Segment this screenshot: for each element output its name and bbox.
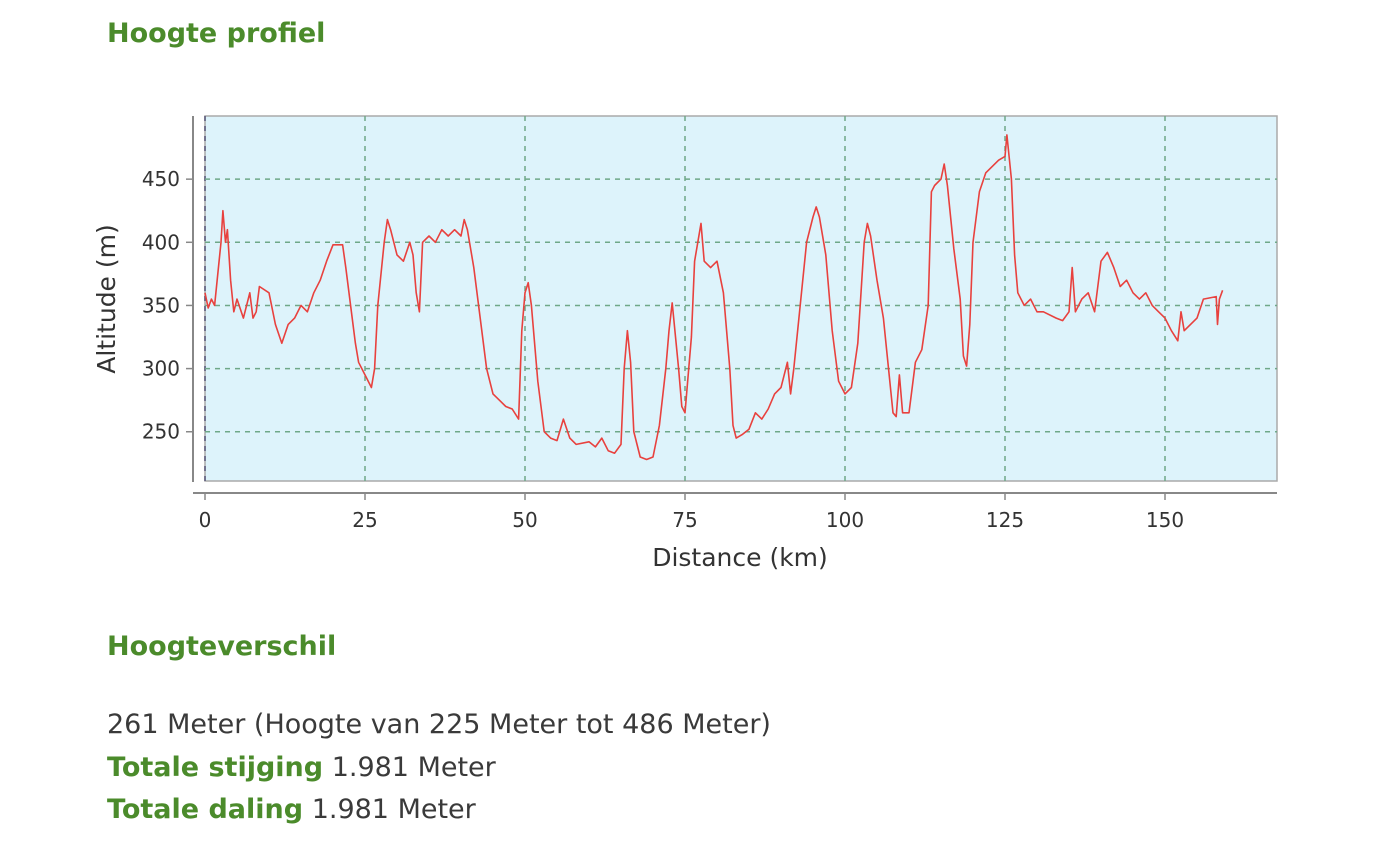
plot-area	[204, 115, 1278, 482]
ascent-label: Totale stijging	[107, 752, 324, 783]
section-title: Hoogte profiel	[107, 18, 326, 49]
x-tick-label: 125	[986, 508, 1024, 532]
y-axis-label: Altitude (m)	[92, 224, 121, 374]
x-tick-label: 75	[672, 508, 697, 532]
x-tick-label: 50	[512, 508, 537, 532]
altitude-line	[204, 134, 1224, 461]
x-tick-label: 25	[352, 508, 377, 532]
range-text: 261 Meter (Hoogte van 225 Meter tot 486 …	[107, 709, 771, 740]
descent-label: Totale daling	[107, 794, 304, 825]
summary-title: Hoogteverschil	[107, 631, 337, 662]
descent-value: 1.981 Meter	[311, 794, 476, 825]
ticks: 0 25 50 75 100 125 150 250 300 350 400 450	[142, 167, 1184, 532]
y-tick-label: 350	[142, 293, 180, 317]
y-tick-label: 300	[142, 357, 180, 381]
x-tick-label: 0	[199, 508, 212, 532]
x-tick-label: 150	[1146, 508, 1184, 532]
altitude-chart: 0 25 50 75 100 125 150 250 300 350 400 450 Distance…	[92, 115, 1278, 572]
y-tick-label: 400	[142, 230, 180, 254]
y-tick-label: 450	[142, 167, 180, 191]
total-descent: Totale daling 1.981 Meter	[107, 794, 476, 825]
x-axis-label: Distance (km)	[652, 543, 828, 572]
y-tick-label: 250	[142, 420, 180, 444]
x-tick-label: 100	[826, 508, 864, 532]
ascent-value: 1.981 Meter	[331, 752, 496, 783]
total-ascent: Totale stijging 1.981 Meter	[107, 752, 496, 783]
